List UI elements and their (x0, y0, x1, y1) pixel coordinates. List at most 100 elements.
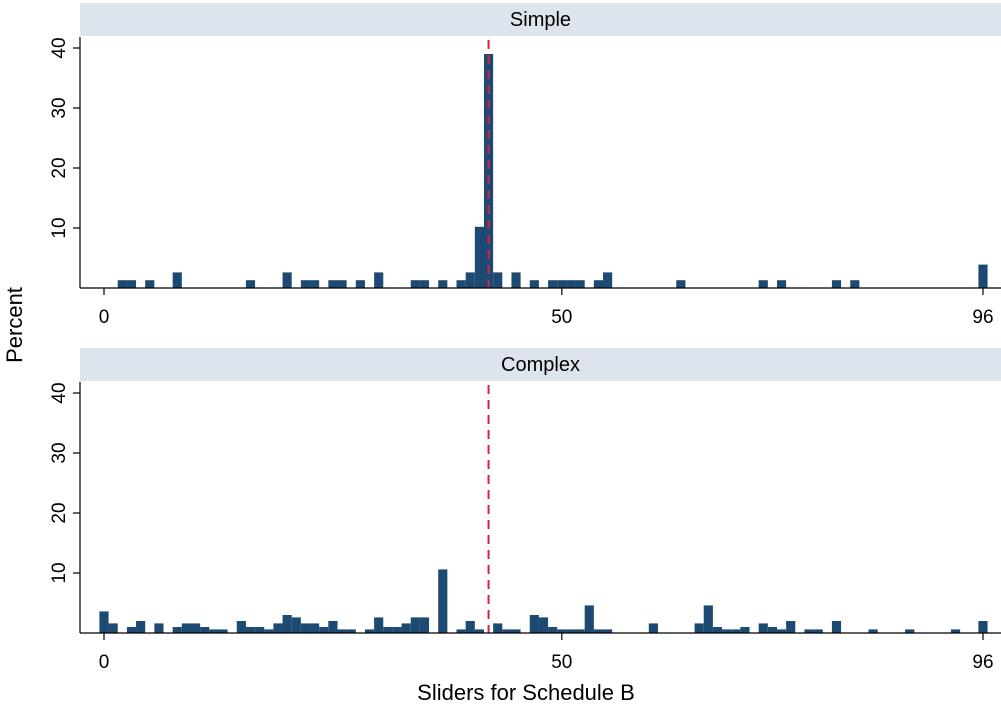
bar (190, 623, 201, 633)
bar (831, 621, 842, 633)
bar (474, 226, 484, 288)
bar (529, 615, 539, 633)
bar (493, 272, 503, 288)
bar (337, 280, 347, 288)
bar (99, 611, 109, 633)
bars (99, 569, 988, 633)
bar (831, 280, 842, 288)
bar (465, 272, 475, 288)
bar (319, 627, 329, 633)
panel-complex: Complex 10 20 30 40 0 50 96 (49, 348, 1001, 673)
bar (740, 627, 750, 633)
y-tick-label: 30 (49, 442, 70, 463)
bar (282, 615, 292, 633)
bar (538, 617, 549, 633)
bar (310, 280, 320, 288)
y-tick-label: 40 (49, 382, 70, 403)
bar (557, 629, 567, 633)
bar (575, 629, 585, 633)
panel-strip (80, 3, 1001, 36)
bar (264, 629, 274, 633)
bar (978, 621, 988, 633)
bar (548, 280, 558, 288)
bar (465, 621, 475, 633)
bar (291, 617, 301, 633)
bar (245, 627, 256, 633)
y-tick-label: 20 (49, 502, 70, 523)
bar (603, 272, 613, 288)
bar (566, 629, 576, 633)
x-tick-label: 0 (99, 307, 110, 328)
bar (410, 617, 420, 633)
bar (209, 629, 219, 633)
bar (374, 272, 384, 288)
bar (364, 629, 375, 633)
x-tick-label: 50 (551, 652, 572, 673)
y-tick-label: 30 (49, 97, 70, 118)
bar (712, 627, 723, 633)
panels: Simple 10 20 30 40 0 50 96 Complex 10 20 30 40 0 50 96 (49, 3, 1001, 673)
bar (255, 627, 265, 633)
x-tick-label: 0 (99, 652, 110, 673)
bar (328, 621, 338, 633)
bar (419, 280, 430, 288)
bar (584, 605, 594, 633)
bar (758, 280, 768, 288)
bar (383, 627, 393, 633)
bar (456, 280, 466, 288)
bar (355, 280, 365, 288)
bar (236, 621, 246, 633)
bar (154, 623, 164, 633)
bar (575, 280, 585, 288)
bar (804, 629, 814, 633)
bar (593, 629, 604, 633)
bar (850, 280, 860, 288)
y-tick-label: 10 (49, 217, 70, 238)
bar (511, 272, 521, 288)
bar (776, 280, 787, 288)
bar (529, 280, 539, 288)
panel-title: Complex (501, 354, 580, 376)
bar (767, 627, 777, 633)
bar (548, 627, 558, 633)
bar (126, 627, 137, 633)
bar (300, 623, 311, 633)
bar (172, 627, 182, 633)
bar (346, 629, 356, 633)
bar (401, 623, 411, 633)
x-tick-label: 96 (972, 652, 993, 673)
bar (392, 627, 402, 633)
bar (474, 629, 484, 633)
bar (694, 623, 704, 633)
bar (868, 629, 878, 633)
y-tick-label: 10 (49, 562, 70, 583)
bar (722, 629, 732, 633)
bar (117, 280, 127, 288)
panel-title: Simple (510, 9, 571, 31)
x-axis-title: Sliders for Schedule B (417, 680, 635, 705)
bar (786, 621, 796, 633)
bar (126, 280, 137, 288)
bar (950, 629, 961, 633)
bar (776, 629, 787, 633)
bar (245, 280, 256, 288)
bar (282, 272, 292, 288)
panel-strip (80, 348, 1001, 381)
bar (566, 280, 576, 288)
y-tick-label: 20 (49, 157, 70, 178)
y-axis-title: Percent (2, 287, 27, 363)
x-tick-label: 96 (972, 307, 993, 328)
bar (438, 569, 448, 633)
bar (419, 617, 430, 633)
bar (603, 629, 613, 633)
bar (374, 617, 384, 633)
bar (758, 623, 768, 633)
bar (181, 623, 191, 633)
bar (108, 623, 118, 633)
bar (813, 629, 823, 633)
bar (593, 280, 604, 288)
bar (438, 280, 448, 288)
panel-simple: Simple 10 20 30 40 0 50 96 (49, 3, 1001, 328)
bar (703, 605, 713, 633)
